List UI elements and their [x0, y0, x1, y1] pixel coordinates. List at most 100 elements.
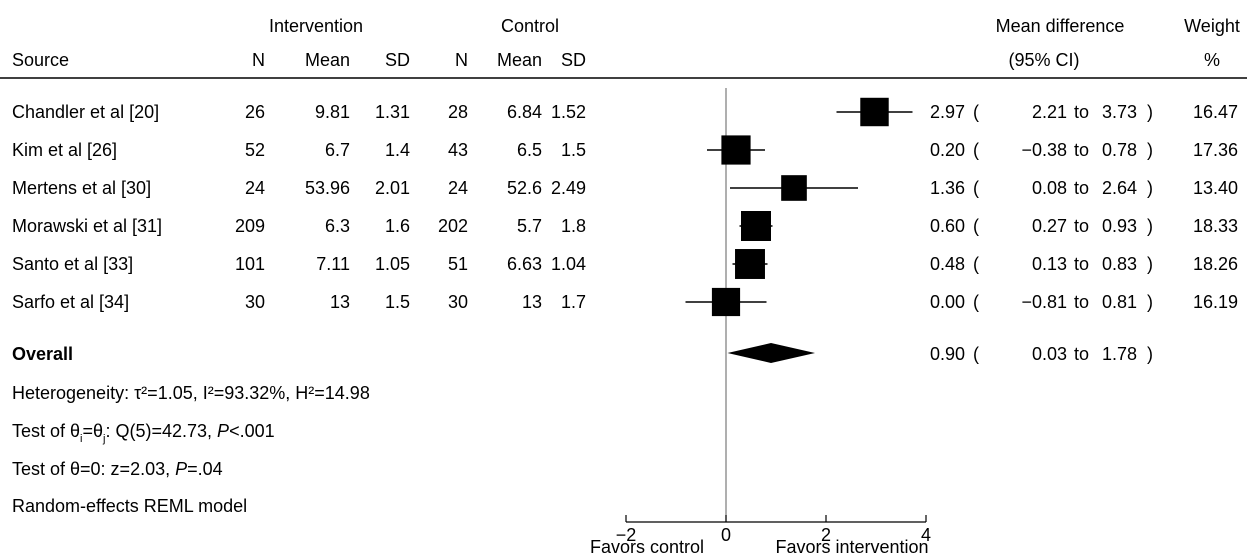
overall-to: to	[1074, 344, 1089, 364]
study-close-paren: )	[1147, 140, 1153, 160]
effect-square	[860, 97, 889, 127]
cell-int-sd: 1.31	[375, 102, 410, 122]
study-close-paren: )	[1147, 102, 1153, 122]
study-md: 1.36	[930, 178, 965, 198]
cell-ctl-mean: 6.63	[507, 254, 542, 274]
study-open-paren: (	[973, 216, 979, 236]
study-weight: 16.19	[1193, 292, 1238, 312]
cell-ctl-sd: 1.8	[561, 216, 586, 236]
test-equal-sub-i: i	[80, 433, 82, 445]
study-close-paren: )	[1147, 292, 1153, 312]
study-md: 2.97	[930, 102, 965, 122]
test-equal-sub-j: j	[102, 433, 105, 445]
x-tick-label: 4	[921, 525, 931, 545]
test-equal-note: Test of θi=θj: Q(5)=42.73, P<.001	[12, 421, 275, 445]
test-equal-eq: =θ	[83, 421, 104, 441]
cell-int-mean: 7.11	[316, 254, 350, 274]
cell-int-n: 52	[245, 140, 265, 160]
study-open-paren: (	[973, 254, 979, 274]
cell-int-mean: 6.7	[325, 140, 350, 160]
effect-square	[711, 287, 741, 317]
table-row: Kim et al [26] 52 6.7 1.4 43 6.5 1.5 0.20 (−0.38…	[12, 140, 1238, 160]
study-source: Morawski et al [31]	[12, 216, 162, 236]
cell-ctl-sd: 1.7	[561, 292, 586, 312]
x-tick-label: −2	[616, 525, 637, 545]
study-ci-lo: −0.81	[1021, 292, 1067, 312]
test-equal-p-label: P	[217, 421, 229, 441]
study-ci-hi: 0.83	[1102, 254, 1137, 274]
header-ctl-sd: SD	[561, 50, 586, 70]
table-row: Chandler et al [20] 26 9.81 1.31 28 6.84 1.52 2…	[12, 102, 1238, 122]
study-open-paren: (	[973, 102, 979, 122]
cell-int-sd: 1.4	[385, 140, 410, 160]
study-weight: 18.33	[1193, 216, 1238, 236]
cell-ctl-mean: 5.7	[517, 216, 542, 236]
study-close-paren: )	[1147, 216, 1153, 236]
study-rows: Chandler et al [20] 26 9.81 1.31 28 6.84 1.52 2…	[12, 102, 1238, 312]
favors-control-label: Favors control	[590, 537, 704, 557]
x-tick-label: 2	[821, 525, 831, 545]
study-ci-lo: 0.27	[1032, 216, 1067, 236]
study-weight: 16.47	[1193, 102, 1238, 122]
cell-ctl-mean: 6.84	[507, 102, 542, 122]
study-ci-to: to	[1074, 178, 1089, 198]
cell-int-mean: 9.81	[315, 102, 350, 122]
study-source: Kim et al [26]	[12, 140, 117, 160]
study-source: Chandler et al [20]	[12, 102, 159, 122]
cell-int-sd: 1.05	[375, 254, 410, 274]
test-zero-note: Test of θ=0: z=2.03, P=.04	[12, 459, 223, 479]
cell-int-sd: 1.6	[385, 216, 410, 236]
header-control: Control	[501, 16, 559, 36]
table-row: Mertens et al [30] 24 53.96 2.01 24 52.6 2.49 1…	[12, 178, 1238, 198]
table-row: Santo et al [33] 101 7.11 1.05 51 6.63 1.04 0.4…	[12, 254, 1238, 274]
study-ci-to: to	[1074, 254, 1089, 274]
header-ctl-n: N	[455, 50, 468, 70]
cell-ctl-sd: 1.5	[561, 140, 586, 160]
header-ci: (95% CI)	[1008, 50, 1079, 70]
overall-close-paren: )	[1147, 344, 1153, 364]
test-equal-p-value: <.001	[229, 421, 275, 441]
header-int-mean: Mean	[305, 50, 350, 70]
overall-label: Overall	[12, 344, 73, 364]
test-equal-pre: Test of θ	[12, 421, 80, 441]
study-ci-hi: 0.81	[1102, 292, 1137, 312]
header-weight-unit: %	[1204, 50, 1220, 70]
effect-square	[781, 175, 807, 201]
study-ci-hi: 2.64	[1102, 178, 1137, 198]
study-open-paren: (	[973, 140, 979, 160]
table-row: Morawski et al [31] 209 6.3 1.6 202 5.7 1.8 0.6…	[12, 216, 1238, 236]
study-ci-hi: 0.78	[1102, 140, 1137, 160]
test-zero-p-label: P	[175, 459, 187, 479]
study-source: Sarfo et al [34]	[12, 292, 129, 312]
overall-lo: 0.03	[1032, 344, 1067, 364]
cell-int-n: 26	[245, 102, 265, 122]
cell-int-n: 30	[245, 292, 265, 312]
model-note: Random-effects REML model	[12, 496, 247, 516]
header-int-n: N	[252, 50, 265, 70]
study-open-paren: (	[973, 292, 979, 312]
study-weight: 17.36	[1193, 140, 1238, 160]
cell-int-n: 24	[245, 178, 265, 198]
study-ci-to: to	[1074, 102, 1089, 122]
study-md: 0.48	[930, 254, 965, 274]
study-ci-lo: 0.13	[1032, 254, 1067, 274]
study-weight: 13.40	[1193, 178, 1238, 198]
effect-square	[721, 135, 751, 165]
study-weight: 18.26	[1193, 254, 1238, 274]
overall-md: 0.90	[930, 344, 965, 364]
study-md: 0.60	[930, 216, 965, 236]
cell-ctl-sd: 1.52	[551, 102, 586, 122]
table-row: Sarfo et al [34] 30 13 1.5 30 13 1.7 0.00 (−0.81…	[12, 292, 1238, 312]
study-close-paren: )	[1147, 178, 1153, 198]
study-open-paren: (	[973, 178, 979, 198]
cell-ctl-mean: 13	[522, 292, 542, 312]
cell-int-n: 101	[235, 254, 265, 274]
cell-ctl-sd: 1.04	[551, 254, 586, 274]
cell-int-mean: 13	[330, 292, 350, 312]
header-intervention: Intervention	[269, 16, 363, 36]
header-mean-difference: Mean difference	[996, 16, 1125, 36]
study-ci-to: to	[1074, 140, 1089, 160]
study-md: 0.00	[930, 292, 965, 312]
cell-ctl-mean: 6.5	[517, 140, 542, 160]
